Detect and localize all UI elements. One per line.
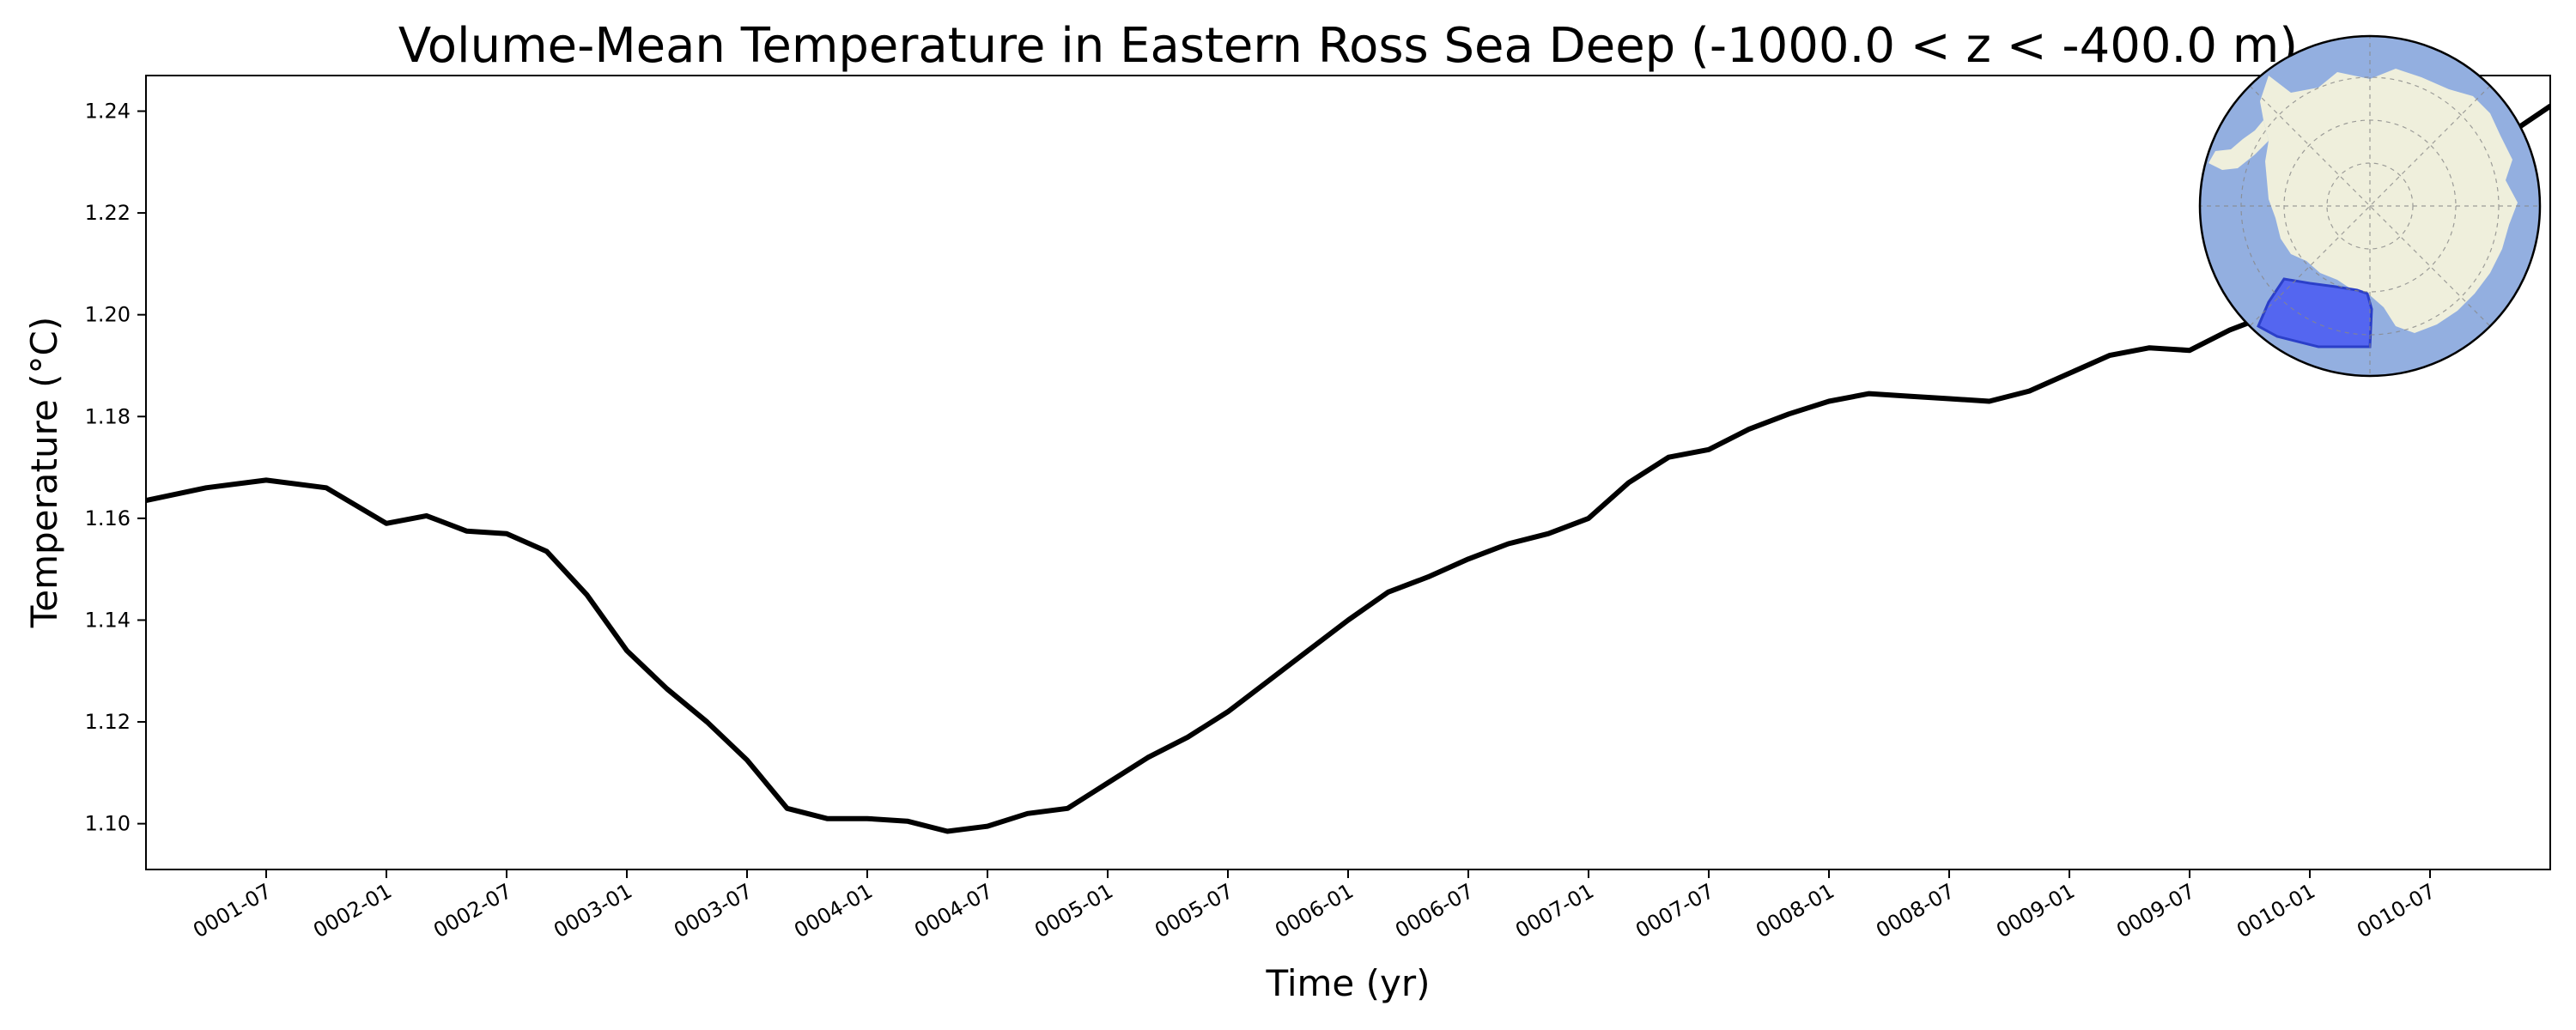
x-tick-label: 0003-07 <box>670 879 756 942</box>
y-tick-label: 1.14 <box>85 608 131 632</box>
x-tick-label: 0007-07 <box>1631 879 1718 942</box>
y-tick-label: 1.18 <box>85 404 131 428</box>
x-tick-label: 0008-07 <box>1872 879 1959 942</box>
x-tick-label: 0009-01 <box>1992 879 2079 942</box>
y-tick-label: 1.22 <box>85 201 131 225</box>
y-tick-label: 1.12 <box>85 710 131 734</box>
x-axis-label: Time (yr) <box>1265 962 1430 1004</box>
x-tick-label: 0004-07 <box>910 879 997 942</box>
y-tick-label: 1.20 <box>85 303 131 327</box>
x-tick-label: 0006-01 <box>1271 879 1358 942</box>
y-axis-label: Temperature (°C) <box>23 317 65 629</box>
y-tick-label: 1.10 <box>85 812 131 836</box>
x-axis: 0001-07 0002-01 0002-07 0003-01 0003-07 0004-… <box>189 869 2439 942</box>
x-tick-label: 0003-01 <box>550 879 636 942</box>
map-ross-sea-region <box>2257 277 2373 348</box>
x-tick-label: 0006-07 <box>1391 879 1478 942</box>
plot-frame <box>145 75 2551 870</box>
x-tick-label: 0005-01 <box>1030 879 1117 942</box>
y-tick-label: 1.24 <box>85 100 131 124</box>
map-antarctic-peninsula <box>2208 120 2269 170</box>
x-tick-label: 0005-07 <box>1151 879 1237 942</box>
x-tick-label: 0007-01 <box>1511 879 1598 942</box>
x-tick-label: 0001-07 <box>189 879 276 942</box>
y-axis: 1.10 1.12 1.14 1.16 1.18 1.20 1.22 1.24 <box>85 100 146 836</box>
y-tick-label: 1.16 <box>85 506 131 530</box>
inset-locator-map <box>2198 34 2542 378</box>
x-tick-label: 0010-07 <box>2353 879 2439 942</box>
x-tick-label: 0008-01 <box>1752 879 1838 942</box>
plot-area: 0001-07 0002-01 0002-07 0003-01 0003-07 0004-… <box>85 75 2551 942</box>
map-boundary <box>2198 34 2542 378</box>
x-tick-label: 0010-01 <box>2233 879 2319 942</box>
x-tick-label: 0002-07 <box>429 879 516 942</box>
map-graticule <box>2200 36 2540 376</box>
x-tick-label: 0002-01 <box>309 879 396 942</box>
x-tick-label: 0009-07 <box>2112 879 2199 942</box>
map-antarctica-land <box>2260 69 2518 333</box>
x-tick-label: 0004-01 <box>790 879 877 942</box>
chart-title: Volume-Mean Temperature in Eastern Ross … <box>398 18 2298 74</box>
series-line <box>146 103 2550 834</box>
